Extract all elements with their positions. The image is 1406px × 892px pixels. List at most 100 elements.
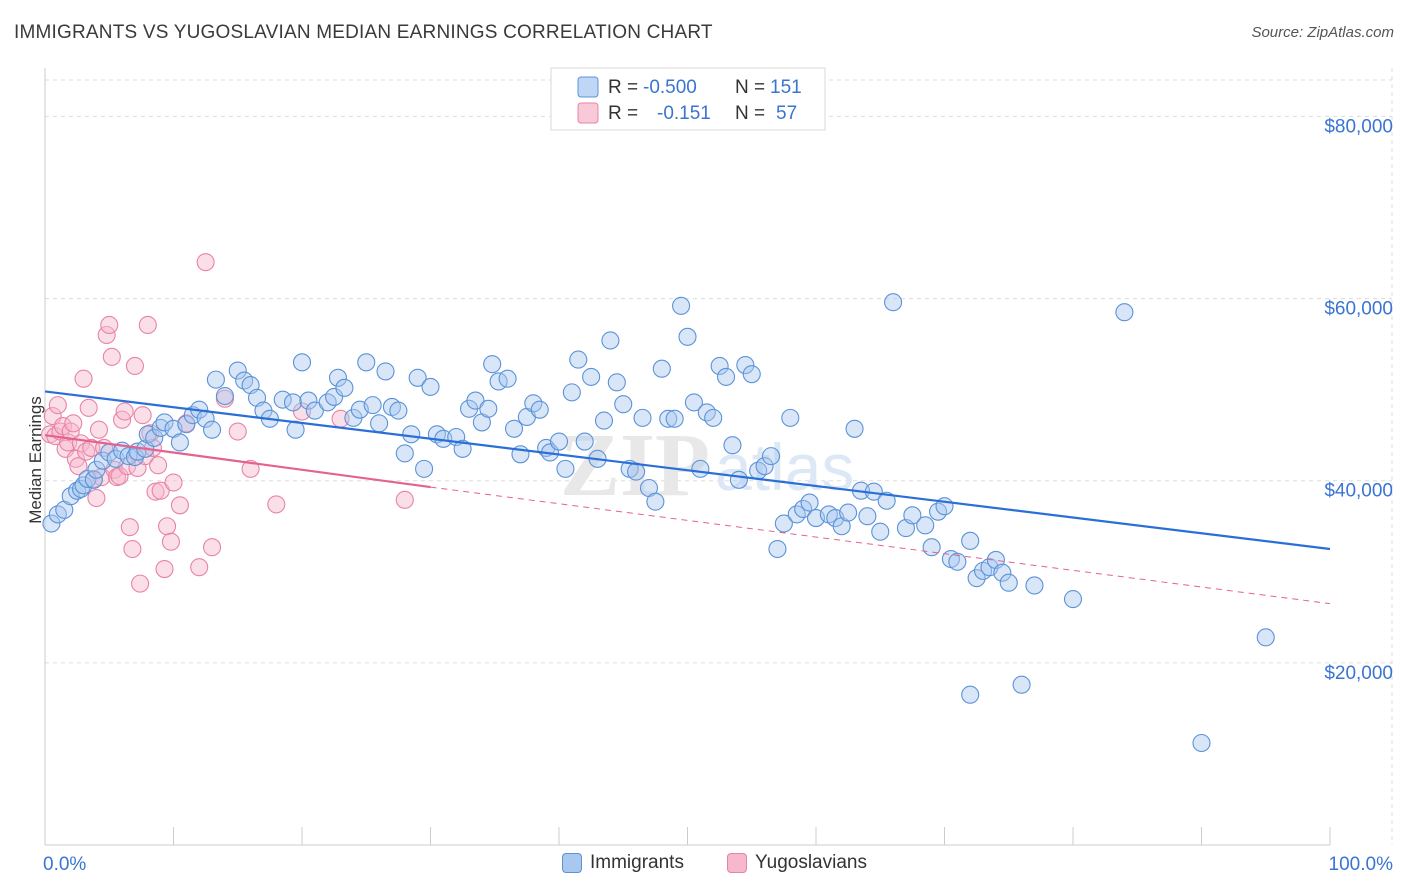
immigrants-point	[119, 447, 138, 466]
immigrants-point	[607, 373, 626, 392]
legend-swatch-immigrants	[577, 76, 599, 98]
yugoslavians-point	[110, 467, 129, 486]
legend-r-label: R =	[608, 103, 638, 124]
immigrants-points	[42, 293, 1275, 753]
immigrants-point	[993, 563, 1012, 582]
immigrants-point	[42, 514, 61, 533]
immigrants-point	[948, 552, 967, 571]
legend-item-yugoslavians[interactable]: Yugoslavians	[727, 852, 867, 874]
immigrants-point	[858, 507, 877, 526]
immigrants-point	[594, 411, 614, 430]
yugoslavians-point	[161, 532, 180, 551]
immigrants-point	[479, 399, 498, 418]
immigrants-point	[556, 459, 575, 478]
legend-n-value: 57	[776, 103, 797, 124]
legend-label-yugoslavians: Yugoslavians	[755, 852, 867, 873]
yugoslavians-point	[125, 356, 144, 376]
immigrants-point	[177, 415, 196, 434]
immigrants-swatch	[562, 853, 582, 873]
yugoslavians-point	[82, 438, 101, 457]
y-tick-label: $40,000	[1324, 481, 1393, 502]
immigrants-point	[672, 296, 691, 315]
immigrants-point	[761, 447, 781, 466]
immigrants-point	[774, 514, 793, 533]
source-label: Source: ZipAtlas.com	[1251, 24, 1394, 41]
legend-n-value: 151	[770, 77, 802, 98]
immigrants-trend-line	[44, 390, 1331, 551]
legend-swatch-yugoslavians	[577, 102, 599, 124]
immigrants-point	[363, 396, 382, 415]
legend-r-label: R =	[608, 77, 638, 98]
immigrants-point	[633, 408, 652, 427]
yugoslavians-point	[395, 490, 414, 509]
immigrants-point	[155, 413, 174, 432]
immigrants-point	[87, 460, 106, 479]
immigrants-point	[215, 386, 234, 406]
immigrants-point	[415, 459, 434, 478]
yugoslavians-point	[138, 315, 157, 335]
svg-text:ZIP: ZIP	[560, 416, 710, 515]
immigrants-point	[614, 395, 633, 414]
immigrants-point	[206, 370, 225, 389]
immigrants-point	[273, 390, 292, 409]
immigrants-point	[292, 353, 312, 372]
yugoslavians-point	[151, 481, 170, 500]
immigrants-point	[961, 685, 980, 704]
legend-r-value: -0.151	[657, 103, 711, 124]
yugoslavians-point	[89, 420, 109, 439]
yugoslavians-point	[228, 422, 247, 441]
yugoslavians-swatch	[727, 853, 747, 873]
immigrants-point	[736, 356, 755, 375]
immigrants-point	[395, 444, 414, 463]
immigrants-point	[704, 408, 723, 427]
yugoslavians-point	[100, 315, 119, 335]
immigrants-point	[916, 516, 935, 535]
immigrants-point	[524, 394, 543, 413]
yugoslavians-point	[69, 457, 88, 476]
yugoslavians-point	[102, 347, 121, 366]
immigrants-point	[370, 414, 389, 433]
y-tick-label: $80,000	[1324, 116, 1393, 137]
gridlines	[45, 68, 1393, 845]
immigrants-point	[1012, 675, 1031, 694]
immigrants-point	[1256, 628, 1275, 647]
immigrants-point	[549, 432, 569, 451]
immigrants-point	[845, 419, 864, 438]
immigrants-point	[884, 293, 903, 312]
yugoslavians-point	[241, 459, 260, 478]
yugoslavians-point	[79, 398, 98, 417]
yugoslavians-point	[115, 402, 134, 421]
yugoslavians-point	[120, 518, 139, 537]
yugoslavians-point	[170, 496, 189, 515]
immigrants-point	[283, 393, 303, 412]
immigrants-point	[530, 400, 549, 419]
immigrants-point	[466, 391, 485, 410]
x-tick-label: 100.0%	[1329, 854, 1394, 875]
immigrants-point	[871, 522, 890, 541]
immigrants-point	[742, 365, 761, 384]
immigrants-point	[768, 539, 787, 559]
x-tick-label: 0.0%	[43, 854, 86, 875]
immigrants-point	[729, 470, 748, 489]
immigrants-point	[659, 409, 678, 428]
legend-item-immigrants[interactable]: Immigrants	[562, 852, 684, 874]
chart-title: IMMIGRANTS VS YUGOSLAVIAN MEDIAN EARNING…	[14, 22, 713, 43]
immigrants-point	[335, 378, 354, 397]
immigrants-point	[1063, 590, 1083, 609]
legend-n-label: N =	[735, 103, 765, 124]
immigrants-point	[1192, 733, 1211, 753]
immigrants-point	[305, 401, 324, 420]
watermark: ZIP atlas	[560, 416, 854, 515]
immigrants-point	[678, 327, 697, 346]
immigrants-point	[402, 425, 421, 444]
yugoslavians-point	[190, 558, 209, 577]
immigrants-point	[453, 439, 472, 458]
yugoslavians-point	[131, 574, 150, 593]
immigrants-point	[376, 362, 395, 381]
legend-n-label: N =	[735, 77, 765, 98]
immigrants-point	[665, 409, 684, 428]
immigrants-point	[328, 368, 348, 387]
immigrants-point	[684, 393, 703, 412]
yugoslavians-point	[77, 442, 96, 461]
